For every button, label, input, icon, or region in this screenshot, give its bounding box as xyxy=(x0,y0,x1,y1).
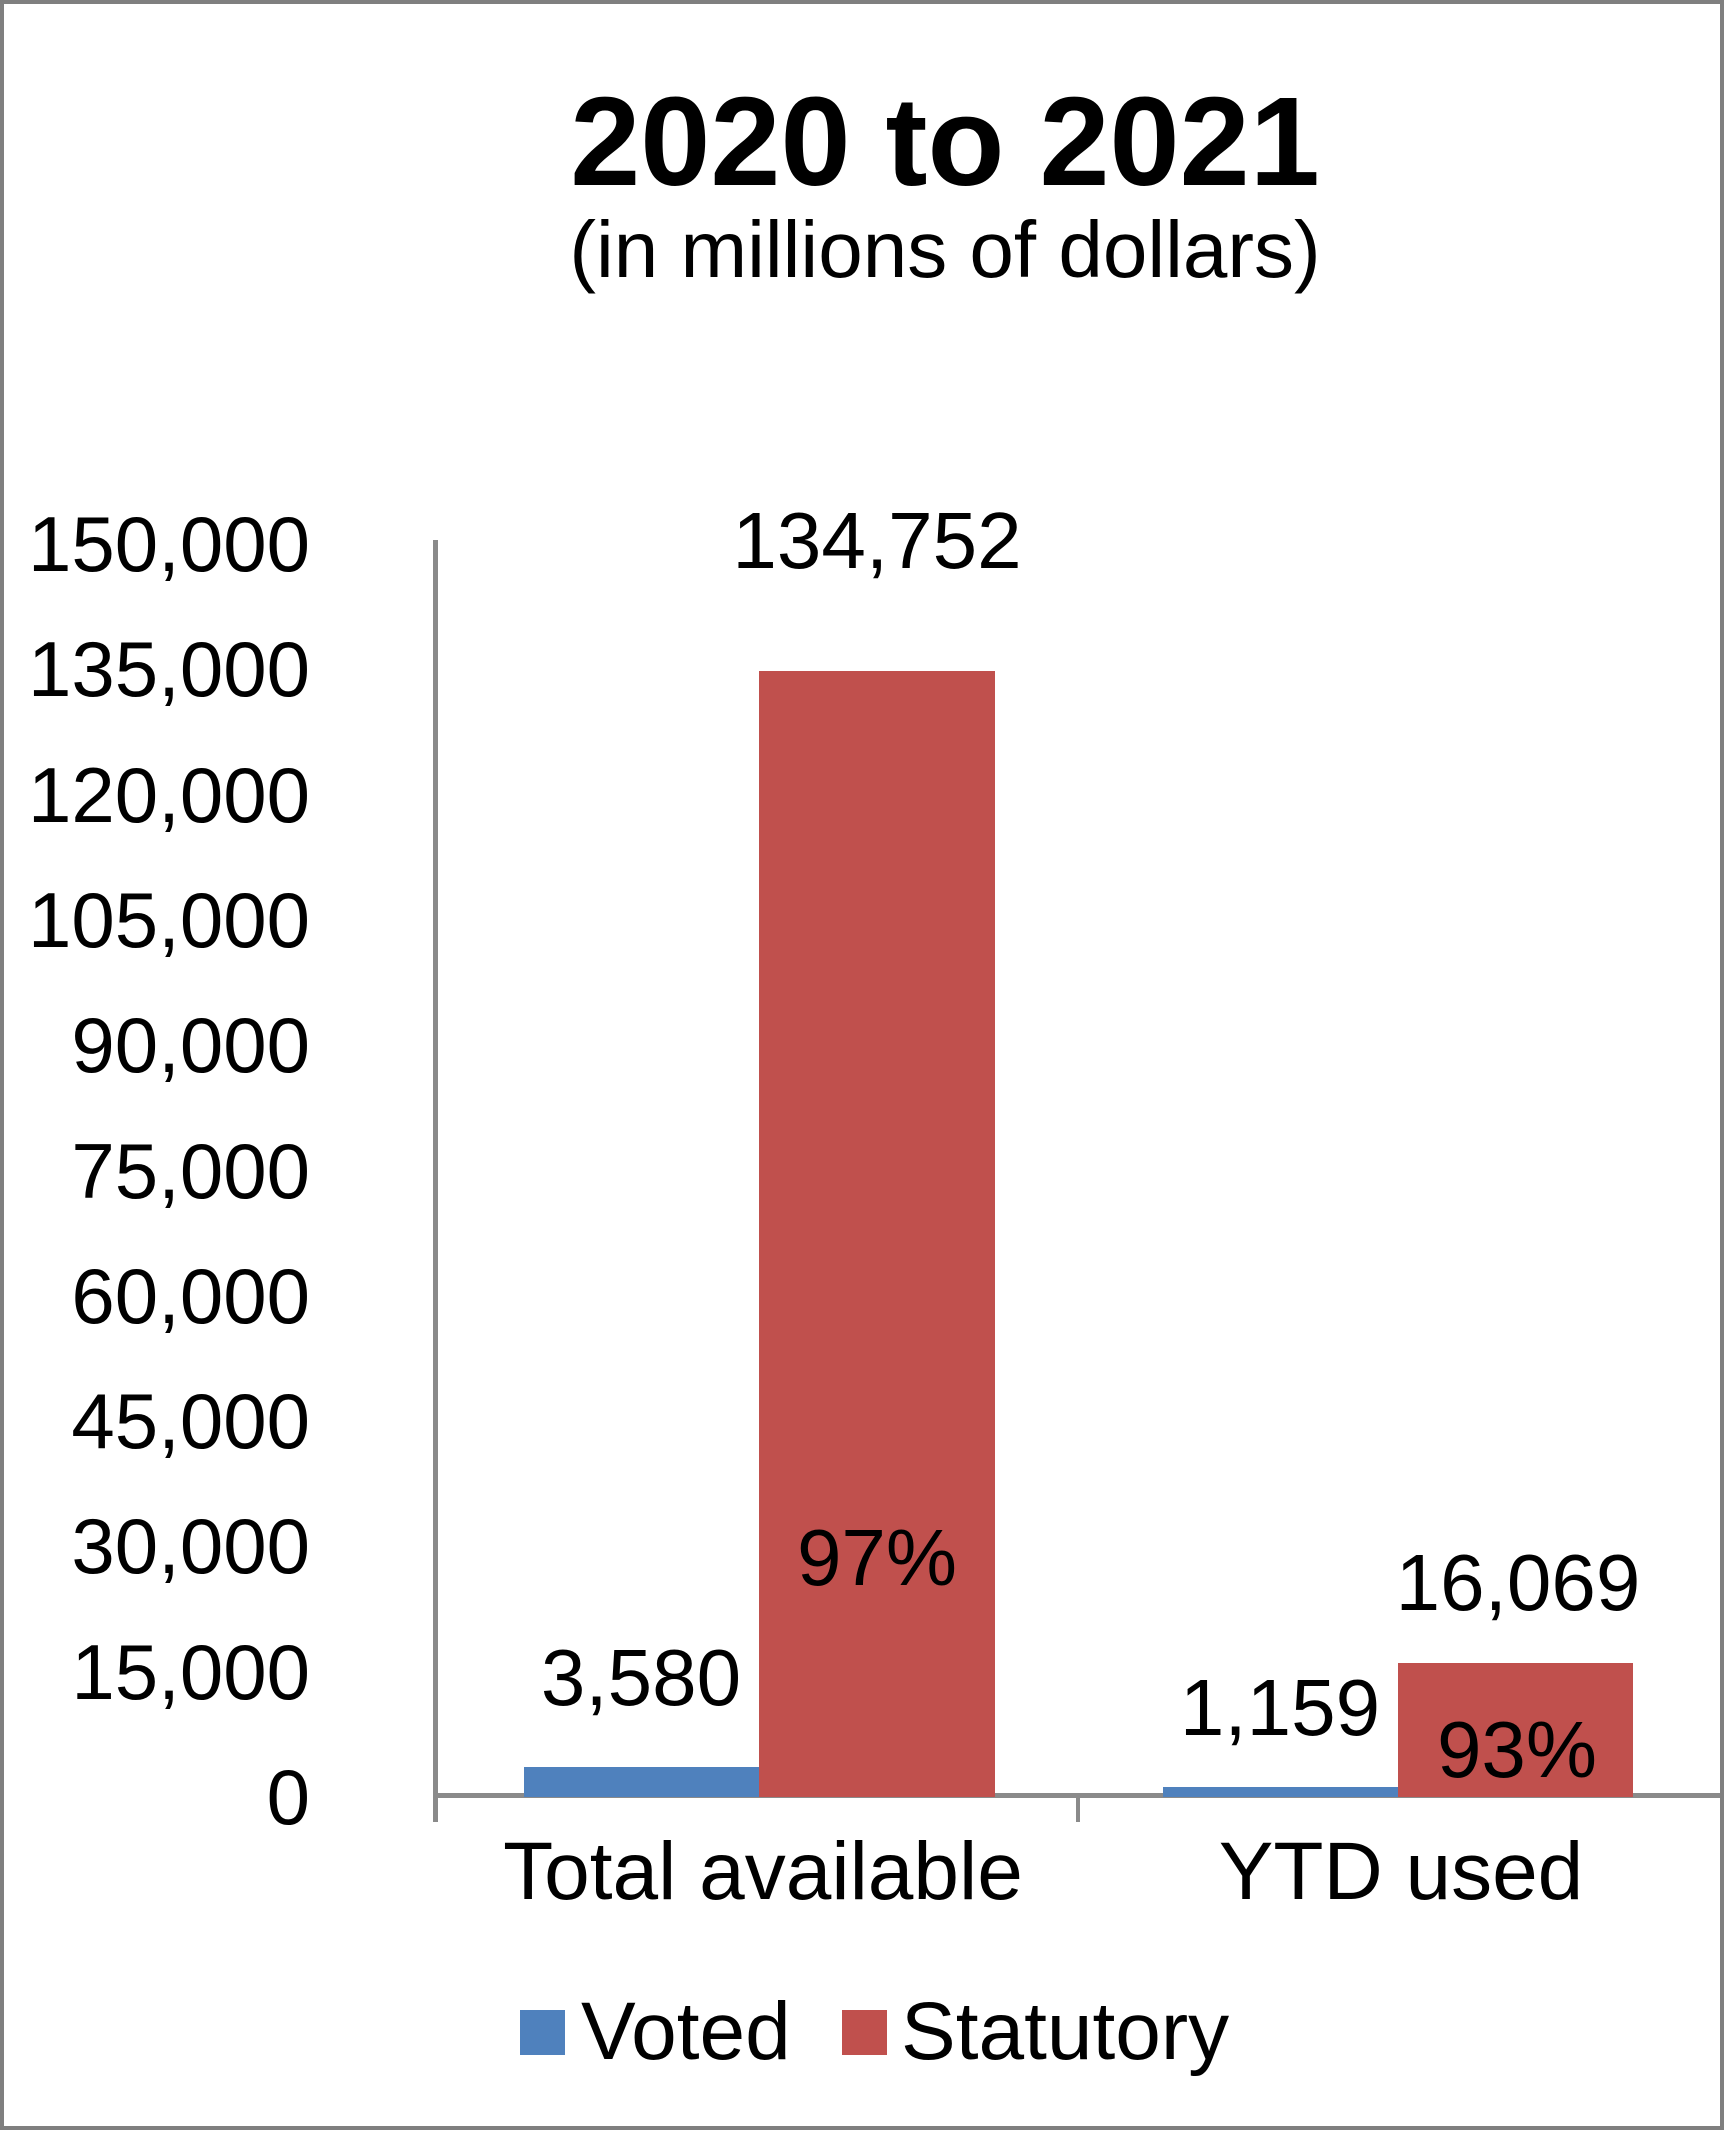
legend-label-voted: Voted xyxy=(581,1986,791,2077)
data-label-statutory-total: 134,752 xyxy=(732,496,1022,585)
y-axis-tick-label: 90,000 xyxy=(71,1001,310,1090)
y-axis-tick-label: 105,000 xyxy=(28,875,310,964)
y-axis-tick-label: 120,000 xyxy=(28,750,310,839)
y-axis-tick-label: 135,000 xyxy=(28,625,310,714)
y-axis-tick-label: 30,000 xyxy=(71,1502,310,1591)
percent-label-total: 97% xyxy=(796,1513,958,1602)
data-label-voted-total: 3,580 xyxy=(540,1633,742,1722)
y-axis-tick-label: 75,000 xyxy=(71,1126,310,1215)
chart-subtitle: (in millions of dollars) xyxy=(569,205,1321,294)
bar-statutory-ytd-used xyxy=(1398,1663,1633,1797)
y-axis-tick-label: 150,000 xyxy=(28,500,310,588)
chart-title: 2020 to 2021 xyxy=(570,71,1320,212)
legend-swatch-voted xyxy=(520,2010,565,2055)
y-axis-tick-label: 60,000 xyxy=(71,1251,310,1340)
y-axis-tick-label: 45,000 xyxy=(71,1377,310,1466)
bar-voted-ytd-used xyxy=(1163,1787,1398,1797)
bar-voted-total-available xyxy=(524,1767,759,1797)
bar-statutory-total-available xyxy=(759,671,995,1797)
y-axis-tick-label: 15,000 xyxy=(71,1627,310,1716)
y-axis-tick-label: 0 xyxy=(266,1753,310,1841)
legend-swatch-statutory xyxy=(842,2010,887,2055)
legend-label-statutory: Statutory xyxy=(901,1986,1230,2077)
category-label-ytd-used: YTD used xyxy=(1218,1826,1584,1917)
data-label-statutory-ytd: 16,069 xyxy=(1395,1538,1641,1627)
data-label-voted-ytd: 1,159 xyxy=(1179,1663,1381,1752)
category-divider-tick xyxy=(1076,1798,1080,1822)
y-axis-line xyxy=(433,540,438,1822)
percent-label-ytd: 93% xyxy=(1436,1705,1598,1794)
x-axis-line xyxy=(433,1793,1720,1798)
category-label-total-available: Total available xyxy=(503,1826,1023,1917)
